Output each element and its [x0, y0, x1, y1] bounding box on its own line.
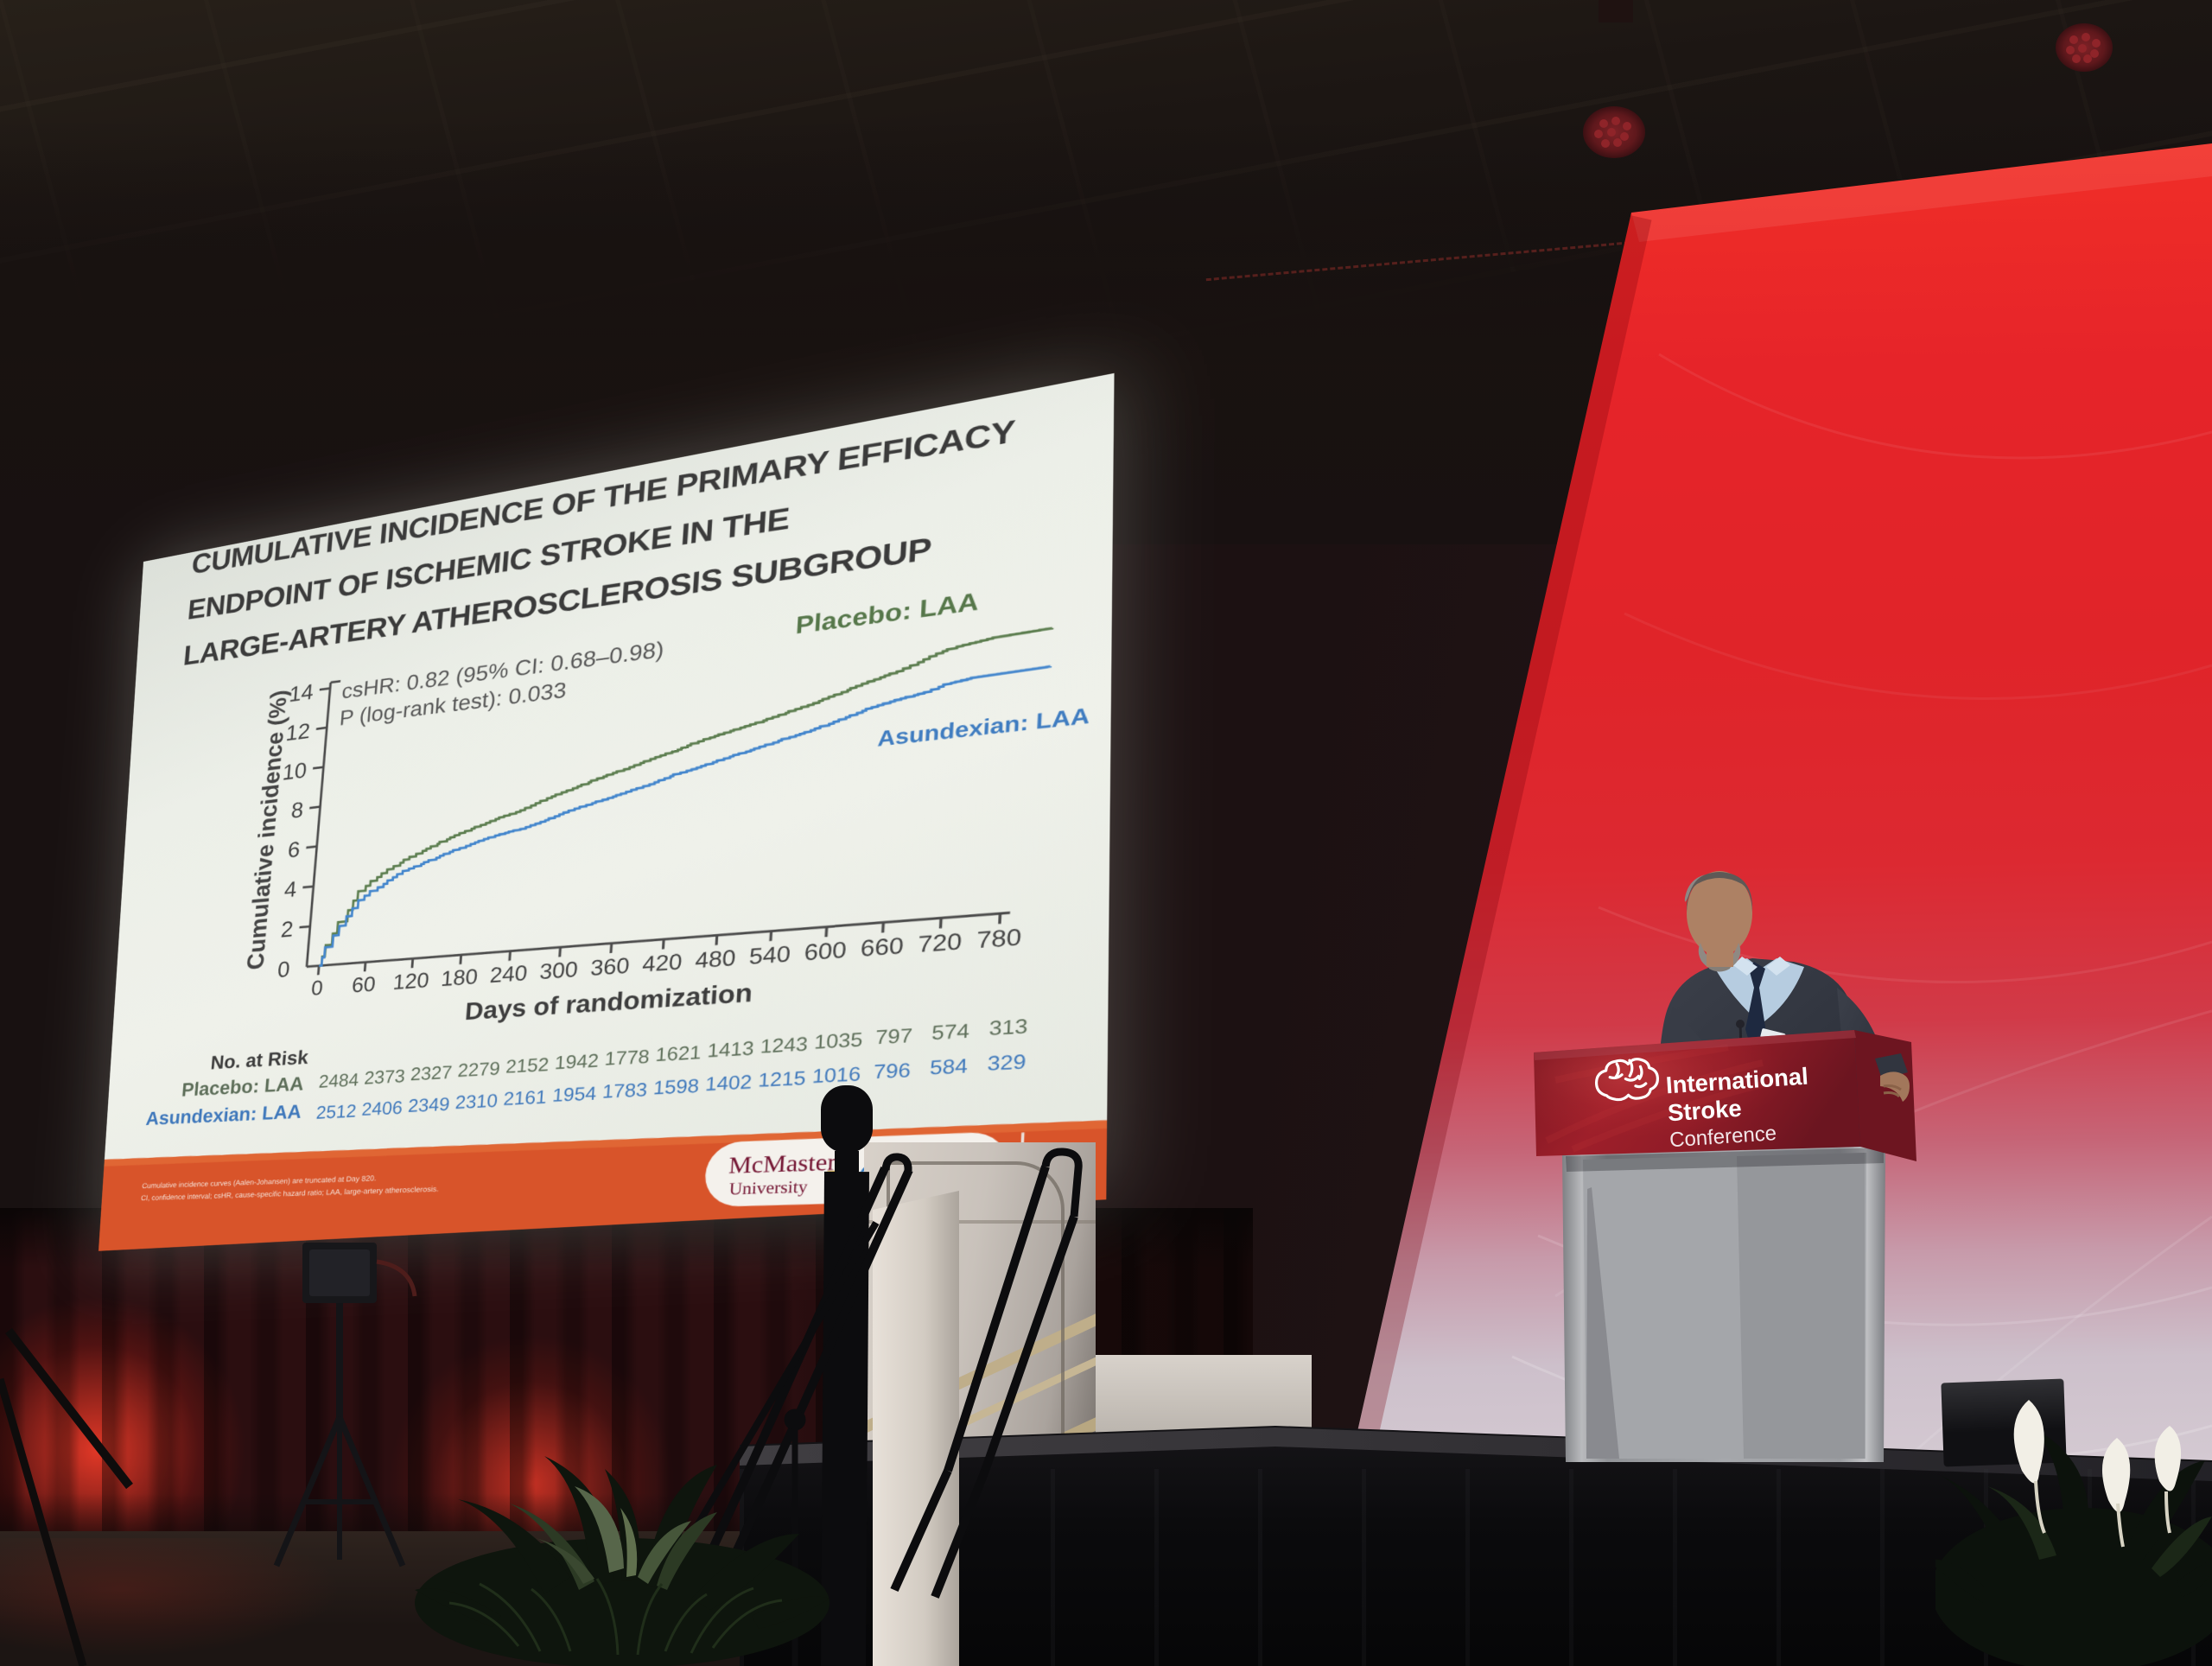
svg-text:2: 2	[280, 917, 295, 943]
svg-text:8: 8	[290, 798, 304, 823]
svg-text:2406: 2406	[361, 1097, 404, 1119]
svg-text:Stroke: Stroke	[1667, 1095, 1742, 1127]
svg-text:1783: 1783	[601, 1078, 648, 1102]
svg-text:Placebo: LAA: Placebo: LAA	[181, 1073, 304, 1101]
svg-text:780: 780	[976, 923, 1022, 953]
svg-text:6: 6	[287, 836, 302, 862]
svg-text:180: 180	[440, 963, 479, 990]
svg-text:Placebo: LAA: Placebo: LAA	[795, 588, 980, 639]
svg-text:0: 0	[276, 957, 291, 982]
svg-text:313: 313	[988, 1014, 1028, 1040]
svg-text:540: 540	[748, 940, 791, 970]
svg-text:14: 14	[289, 679, 315, 706]
svg-text:1598: 1598	[652, 1074, 700, 1098]
svg-text:720: 720	[917, 927, 963, 957]
svg-text:600: 600	[804, 936, 848, 965]
svg-text:2152: 2152	[505, 1053, 550, 1077]
svg-text:660: 660	[860, 932, 905, 962]
svg-text:McMaster: McMaster	[728, 1148, 838, 1179]
svg-text:797: 797	[874, 1024, 912, 1049]
svg-text:1215: 1215	[758, 1066, 807, 1091]
svg-text:60: 60	[351, 971, 377, 997]
svg-text:0: 0	[310, 976, 324, 1001]
svg-text:2161: 2161	[503, 1086, 548, 1110]
svg-text:1942: 1942	[554, 1050, 600, 1073]
svg-text:No. at Risk: No. at Risk	[210, 1047, 310, 1074]
svg-text:2279: 2279	[457, 1058, 501, 1081]
svg-text:4: 4	[283, 876, 298, 902]
svg-text:2512: 2512	[315, 1100, 357, 1122]
svg-text:574: 574	[931, 1019, 970, 1044]
svg-text:1954: 1954	[552, 1082, 598, 1105]
svg-text:300: 300	[539, 957, 579, 984]
svg-text:1016: 1016	[811, 1062, 861, 1087]
svg-text:12: 12	[285, 718, 311, 745]
svg-text:1778: 1778	[604, 1046, 650, 1070]
svg-text:420: 420	[642, 949, 683, 977]
svg-text:Asundexian: LAA: Asundexian: LAA	[877, 703, 1090, 751]
svg-text:329: 329	[987, 1050, 1027, 1075]
svg-text:University: University	[728, 1179, 808, 1199]
svg-text:2310: 2310	[454, 1090, 499, 1113]
svg-text:2327: 2327	[410, 1061, 453, 1084]
svg-text:2373: 2373	[364, 1065, 406, 1088]
svg-text:360: 360	[589, 952, 630, 981]
svg-text:1413: 1413	[707, 1037, 754, 1061]
svg-text:2484: 2484	[318, 1069, 359, 1091]
svg-text:10: 10	[282, 758, 308, 785]
svg-text:1243: 1243	[760, 1033, 808, 1058]
svg-text:480: 480	[695, 944, 737, 973]
svg-text:120: 120	[392, 968, 430, 995]
svg-text:796: 796	[873, 1059, 911, 1083]
svg-text:1035: 1035	[814, 1028, 864, 1053]
svg-text:1621: 1621	[655, 1041, 702, 1065]
svg-text:240: 240	[489, 960, 528, 988]
svg-text:Asundexian: LAA: Asundexian: LAA	[145, 1102, 302, 1130]
svg-text:584: 584	[929, 1054, 968, 1079]
svg-text:1402: 1402	[704, 1071, 753, 1095]
svg-text:2349: 2349	[407, 1093, 450, 1116]
